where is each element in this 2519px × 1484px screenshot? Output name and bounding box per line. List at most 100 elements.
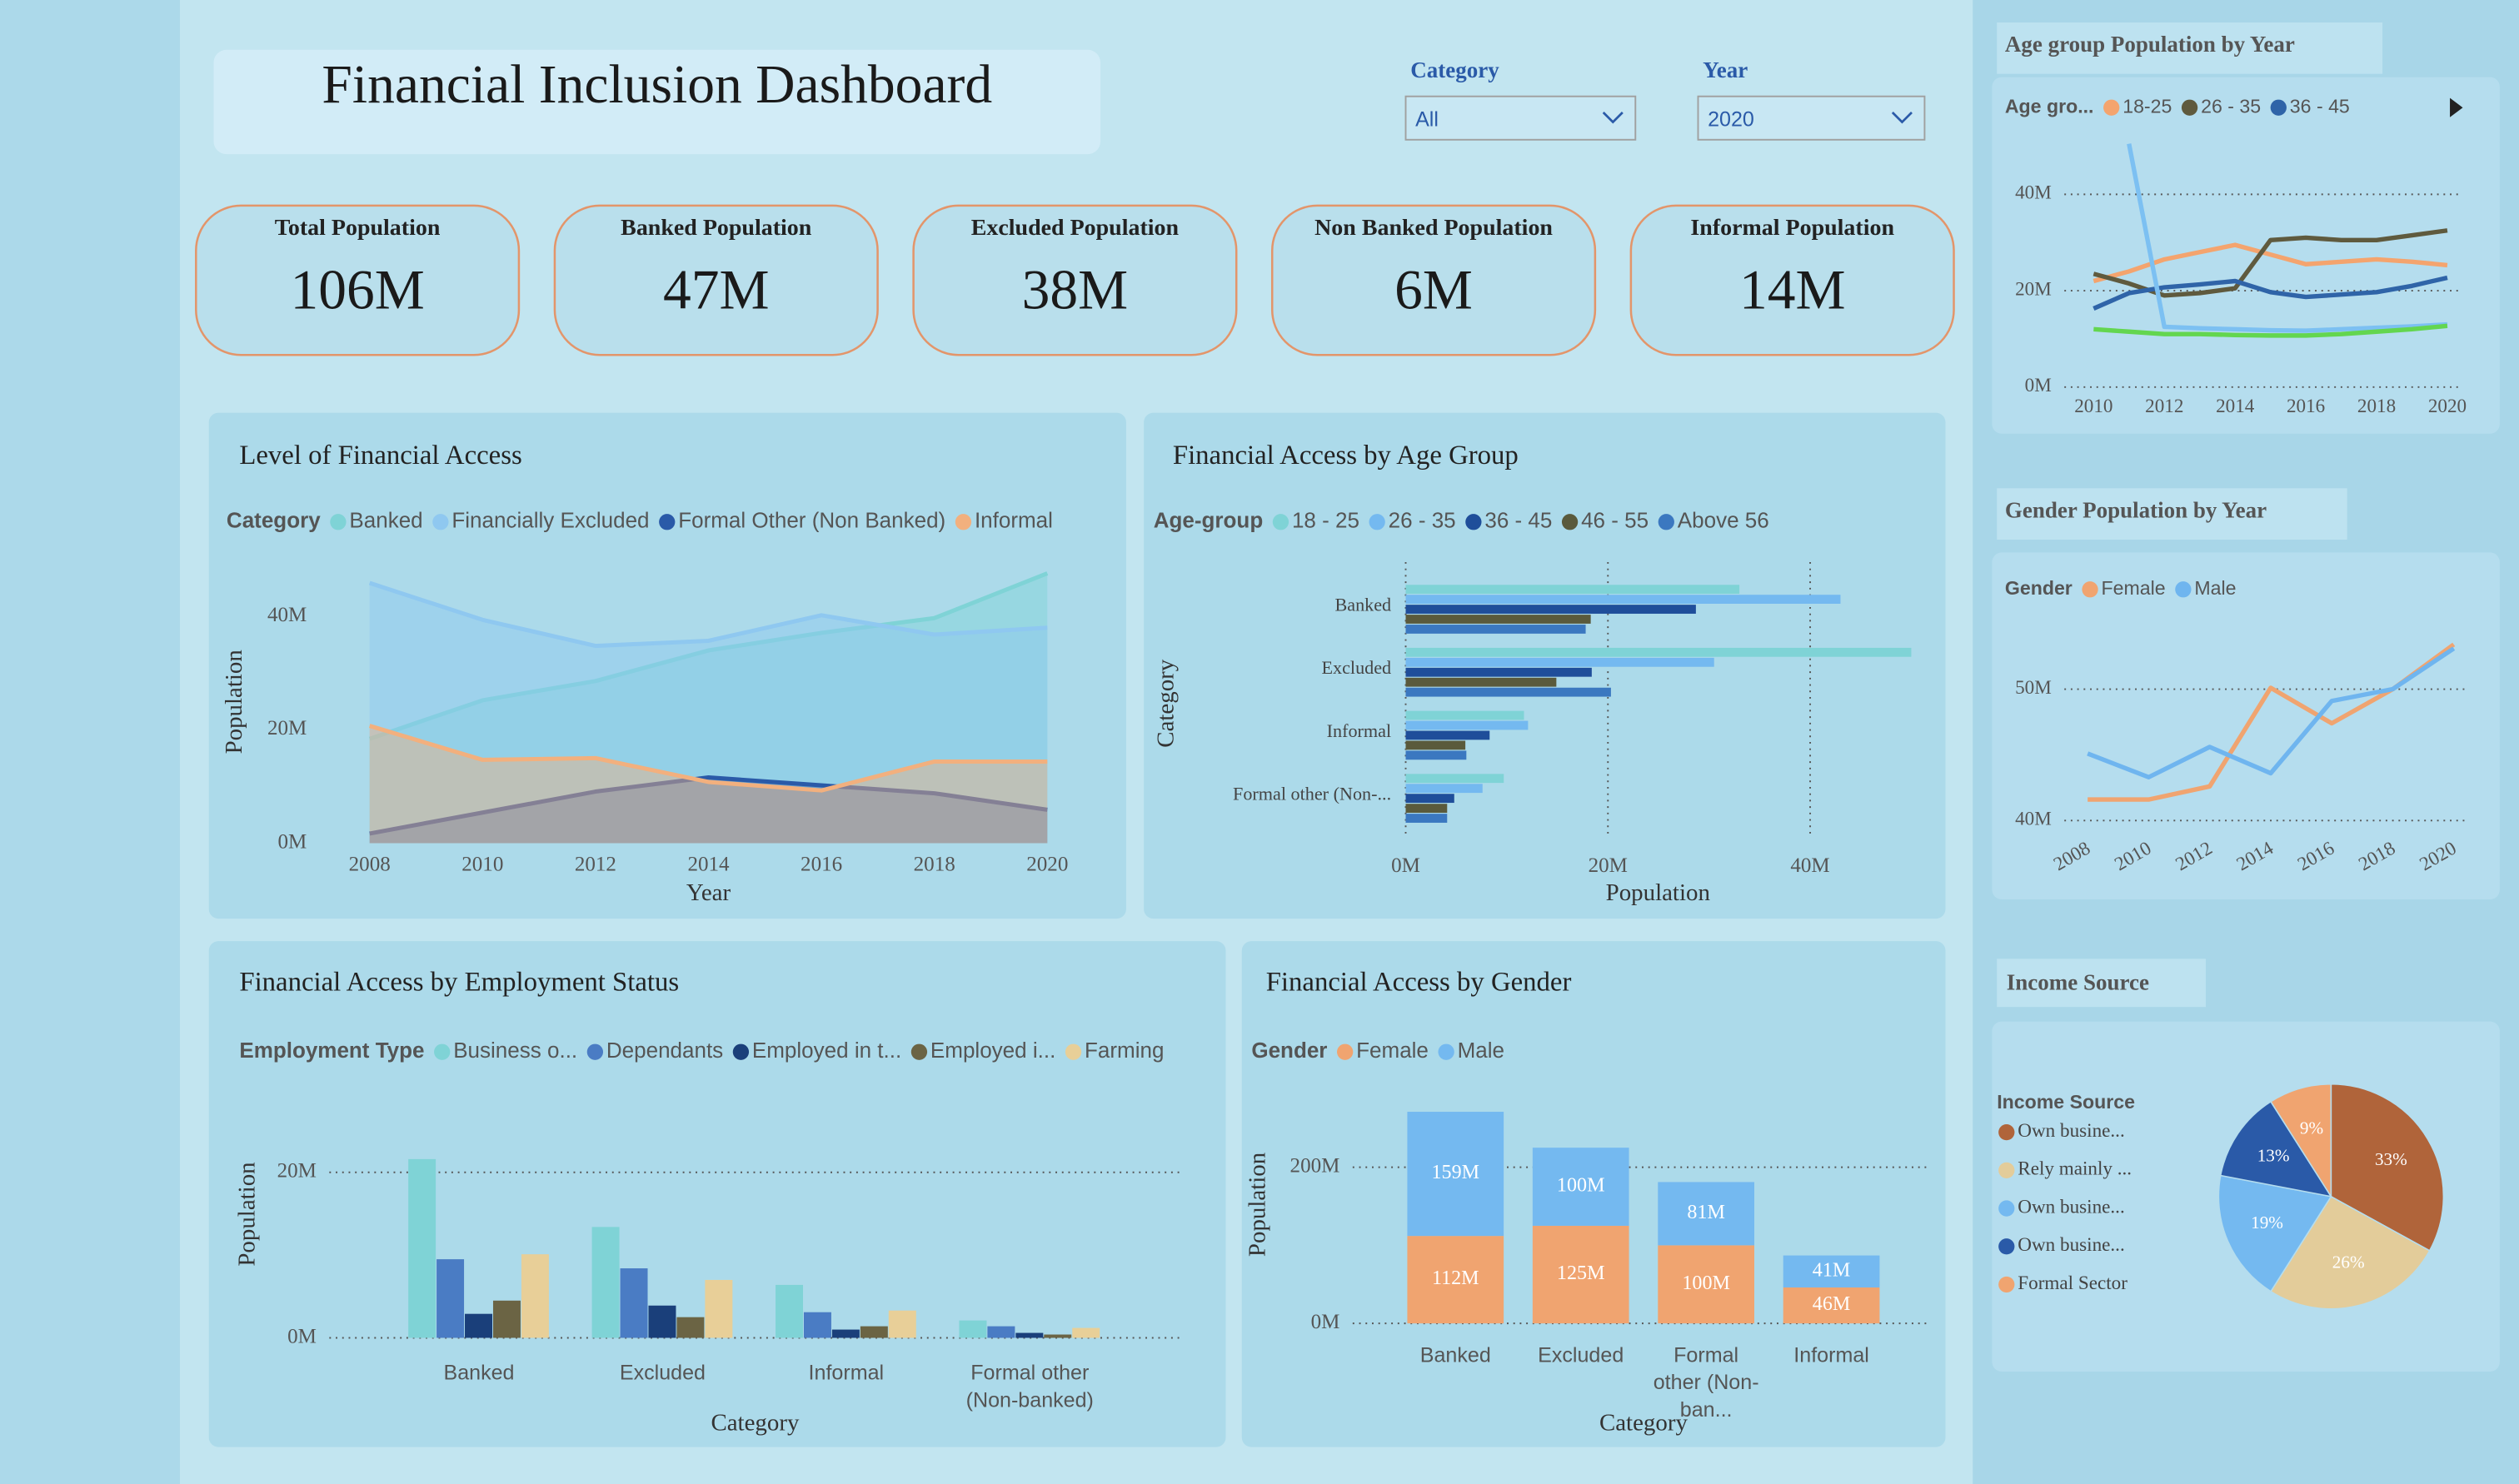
x-tick-label: 0M xyxy=(1391,854,1420,877)
x-tick-label: 2010 xyxy=(2074,396,2112,417)
legend-label: Business o... xyxy=(453,1038,577,1063)
value-label: 100M xyxy=(1557,1175,1605,1197)
kpi-card xyxy=(1270,204,1597,356)
label-box: Banked xyxy=(443,1360,515,1385)
legend-swatch xyxy=(1369,514,1385,530)
kpi-label: Informal Population xyxy=(1690,215,1894,241)
x-tick-label: 2012 xyxy=(575,853,616,875)
dashboard-title: Financial Inclusion Dashboard xyxy=(322,55,992,115)
bar xyxy=(959,1320,987,1338)
pie-slice xyxy=(2269,1083,2332,1199)
legend-swatch xyxy=(2082,581,2098,598)
line xyxy=(368,724,1048,793)
legend-label: 36 - 45 xyxy=(2290,95,2350,117)
legend-swatch xyxy=(910,1043,928,1060)
x-axis-title: Category xyxy=(711,1409,800,1436)
bar xyxy=(676,1317,705,1338)
legend-scroll-arrow[interactable] xyxy=(2450,97,2463,117)
kpi-value: 47M xyxy=(663,258,770,321)
kpi-label: Non Banked Population xyxy=(1314,215,1553,241)
bar-segment xyxy=(1407,1112,1504,1237)
kpi-label: Banked Population xyxy=(621,215,812,241)
x-axis-title: Population xyxy=(1606,879,1711,906)
x-tick-label: Banked xyxy=(443,1360,515,1385)
x-tick-label: 2012 xyxy=(2145,396,2183,417)
dropdown[interactable] xyxy=(1697,95,1926,141)
slice-label: 13% xyxy=(2257,1146,2290,1166)
label-box: Banked xyxy=(1420,1342,1491,1367)
bar xyxy=(1405,750,1467,760)
legend-swatch xyxy=(1065,1043,1082,1060)
bar xyxy=(1405,804,1448,814)
bar-segment xyxy=(1407,1236,1504,1324)
legend-label: Banked xyxy=(349,508,422,533)
legend-swatch xyxy=(1998,1200,2015,1217)
y-tick-label: 0M xyxy=(1311,1311,1340,1333)
kpi-label: Total Population xyxy=(275,215,441,241)
y-tick-label: 40M xyxy=(267,604,307,626)
legend-swatch xyxy=(1465,514,1482,530)
legend-label: Formal Sector xyxy=(2018,1272,2127,1294)
y-axis-title: Population xyxy=(234,1162,261,1267)
label-box: Formal other (Non-ban... xyxy=(1653,1342,1759,1422)
bar xyxy=(521,1254,549,1338)
dropdown-value[interactable]: All xyxy=(1415,107,1439,131)
y-tick-label: 0M xyxy=(2025,375,2052,396)
legend-swatch xyxy=(1998,1238,2015,1255)
line xyxy=(2093,323,2448,338)
value-label: 81M xyxy=(1687,1202,1725,1223)
slice-label: 9% xyxy=(2300,1118,2323,1138)
legend-label: 18 - 25 xyxy=(1292,508,1359,533)
bar xyxy=(436,1259,465,1338)
label-box: Excluded xyxy=(1538,1342,1624,1367)
value-label: 46M xyxy=(1813,1293,1851,1315)
dropdown[interactable] xyxy=(1404,95,1637,141)
line xyxy=(2127,143,2448,333)
kpi-label: Excluded Population xyxy=(971,215,1180,241)
chevron[interactable] xyxy=(1891,112,1913,124)
chart-title: Level of Financial Access xyxy=(239,441,521,471)
legend-label: Employed i... xyxy=(930,1038,1055,1063)
legend-label: 18-25 xyxy=(2122,95,2172,117)
legend-label: Dependants xyxy=(606,1038,723,1063)
chevron[interactable] xyxy=(1602,112,1624,124)
y-tick-label: 20M xyxy=(267,717,307,740)
kpi-value: 106M xyxy=(290,258,424,321)
legend-swatch xyxy=(2175,581,2192,598)
pie-slice xyxy=(2219,1100,2332,1198)
x-tick-label: 2008 xyxy=(349,853,391,875)
bar xyxy=(1405,687,1611,697)
line xyxy=(369,775,1048,836)
chart-title: Income Source xyxy=(2007,969,2149,994)
x-tick-label: 2014 xyxy=(2216,396,2255,417)
bar xyxy=(1405,595,1841,604)
bar xyxy=(1044,1334,1072,1338)
y-tick-label: 40M xyxy=(2015,182,2052,204)
legend-title: Employment Type xyxy=(239,1038,424,1063)
legend-title: Category xyxy=(227,508,321,533)
y-tick-label: 0M xyxy=(278,830,307,853)
bar-segment xyxy=(1658,1245,1754,1324)
kpi-card xyxy=(912,204,1238,356)
y-axis-title: Category xyxy=(1153,659,1180,748)
x-tick-label: 40M xyxy=(1790,854,1829,877)
bar xyxy=(776,1284,803,1338)
x-tick-label: Formal other (Non-ban... xyxy=(1653,1342,1759,1422)
dropdown-value[interactable]: 2020 xyxy=(1708,107,1754,131)
bar xyxy=(1015,1332,1044,1338)
filter-label: Year xyxy=(1703,57,1748,82)
legend-swatch xyxy=(1561,514,1579,530)
value-label: 159M xyxy=(1431,1162,1479,1183)
x-tick-label: Excluded xyxy=(1538,1342,1624,1367)
legend-label: Employed in t... xyxy=(752,1038,901,1063)
bar-segment xyxy=(1783,1287,1880,1324)
legend-swatch xyxy=(1337,1043,1354,1060)
legend-title: Gender xyxy=(2005,577,2073,599)
slice-label: 33% xyxy=(2375,1149,2407,1169)
y-tick-label: 50M xyxy=(2015,677,2052,699)
x-tick-label: Formal other (Non-banked) xyxy=(965,1360,1094,1412)
legend-label: 46 - 55 xyxy=(1581,508,1649,533)
bar xyxy=(860,1326,888,1338)
legend-swatch xyxy=(732,1043,750,1060)
